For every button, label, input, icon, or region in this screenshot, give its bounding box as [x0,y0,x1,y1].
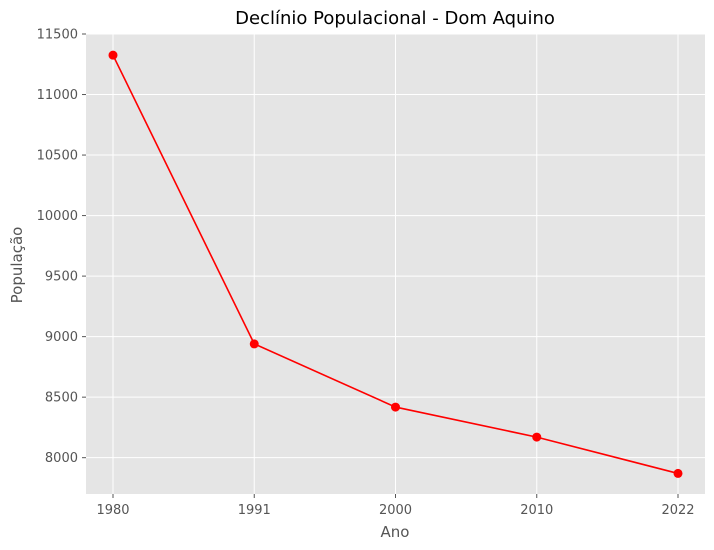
y-tick-label: 9000 [45,330,78,345]
x-tick-label: 2022 [661,503,694,518]
data-point [673,468,683,478]
y-tick-label: 11000 [37,88,78,103]
x-axis-label: Ano [381,523,410,541]
x-tick-label: 1991 [238,503,271,518]
x-tick-label: 2000 [379,503,412,518]
x-tick-label: 1980 [96,503,129,518]
y-tick-label: 11500 [37,28,78,43]
data-point [532,432,542,442]
y-tick-label: 10500 [37,149,78,164]
x-tick-label: 2010 [520,503,553,518]
y-axis-ticks: 8000 8500 9000 9500 10000 10500 11000 11500 [37,28,86,466]
chart-title: Declínio Populacional - Dom Aquino [235,8,555,29]
data-point [108,50,118,60]
y-tick-label: 10000 [37,209,78,224]
x-axis-ticks: 1980 1991 2000 2010 2022 [96,494,695,518]
data-point [249,339,259,349]
y-tick-label: 8000 [45,451,78,466]
grid [86,33,705,494]
series-layer [108,50,683,478]
y-axis-label: População [8,227,26,304]
y-tick-label: 8500 [45,391,78,406]
data-point [391,402,400,412]
y-tick-label: 9500 [45,270,78,285]
